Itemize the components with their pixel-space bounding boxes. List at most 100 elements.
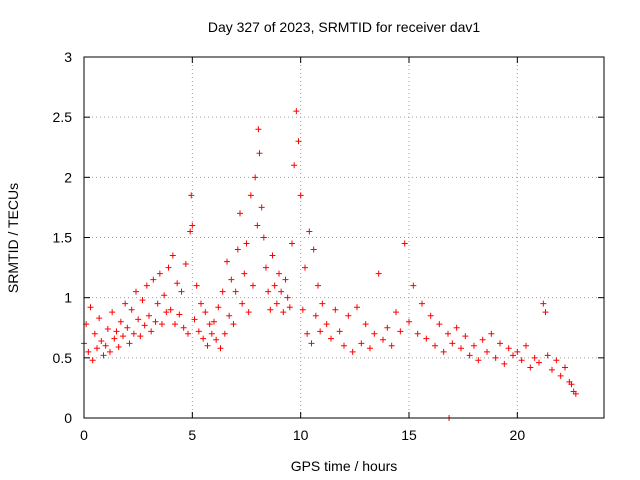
data-point (315, 282, 321, 289)
data-point (260, 234, 267, 241)
data-point (252, 174, 259, 181)
data-point (484, 348, 490, 355)
data-point (276, 270, 282, 277)
data-point (255, 126, 262, 133)
data-point (319, 300, 326, 307)
data-point (471, 342, 477, 349)
data-point (189, 222, 196, 229)
data-point (161, 292, 168, 299)
data-point (310, 246, 317, 253)
data-point (188, 192, 195, 199)
data-point (256, 150, 263, 157)
data-point (278, 288, 285, 295)
data-point (291, 162, 298, 169)
data-point (104, 325, 111, 332)
data-point (479, 336, 486, 343)
data-point (213, 336, 220, 343)
data-point (113, 328, 120, 335)
data-point (102, 342, 109, 349)
data-point (427, 312, 434, 319)
data-point (241, 270, 248, 277)
data-point (193, 282, 200, 289)
data-point (488, 330, 495, 337)
x-tick-label: 5 (188, 427, 196, 443)
data-point (384, 324, 391, 331)
y-tick-label: 0.5 (53, 350, 73, 366)
data-point (414, 330, 421, 337)
data-point (239, 300, 246, 307)
data-point (217, 345, 224, 352)
data-point (135, 316, 142, 323)
data-point (128, 306, 135, 313)
data-point (380, 336, 386, 343)
data-point (224, 258, 230, 265)
data-point (109, 309, 116, 316)
data-point (208, 330, 215, 337)
data-point (89, 357, 96, 364)
data-point (393, 309, 399, 316)
data-point (130, 330, 137, 337)
grid-lines (84, 57, 604, 418)
data-point (143, 282, 150, 289)
data-point (449, 340, 456, 347)
data-point (501, 360, 508, 367)
y-tick-label: 1.5 (53, 230, 73, 246)
data-point (111, 335, 118, 342)
data-point (345, 312, 352, 319)
data-point (206, 321, 213, 328)
data-point (458, 345, 464, 352)
data-point (505, 345, 512, 352)
data-point (299, 306, 306, 313)
tick-marks (83, 56, 604, 419)
data-point (286, 304, 293, 311)
data-point (154, 300, 161, 307)
data-point (226, 312, 233, 319)
data-point (169, 252, 176, 259)
data-point (317, 328, 324, 335)
data-point (211, 318, 217, 325)
data-point (263, 264, 269, 271)
data-point (187, 228, 194, 235)
data-point (150, 276, 157, 283)
data-point (98, 337, 105, 344)
data-point (120, 333, 126, 340)
data-point (267, 306, 274, 313)
data-point (243, 240, 250, 247)
data-point (250, 282, 256, 289)
data-point (401, 240, 408, 247)
data-point (133, 288, 139, 295)
data-point (312, 312, 319, 319)
y-tick-label: 2 (64, 169, 72, 185)
data-point (219, 288, 226, 295)
data-point (115, 344, 122, 351)
data-point (349, 348, 356, 355)
data-point (91, 330, 98, 337)
data-point (544, 352, 551, 359)
data-point (254, 222, 261, 229)
data-point (308, 340, 315, 347)
data-point (247, 192, 254, 199)
data-point (304, 330, 311, 337)
data-point (419, 300, 425, 307)
data-point (180, 324, 187, 331)
y-tick-label: 2.5 (53, 109, 73, 125)
y-tick-labels: 0 0.5 1 1.5 2 2.5 3 (53, 49, 73, 426)
data-point (445, 330, 451, 337)
data-point (156, 270, 163, 277)
data-point (237, 210, 243, 217)
data-point (523, 342, 529, 349)
data-point (96, 315, 103, 322)
data-point (258, 204, 265, 211)
data-point (280, 309, 287, 316)
x-tick-labels: 0 5 10 15 20 (80, 427, 525, 443)
data-point (514, 348, 521, 355)
data-point (174, 280, 181, 287)
data-point (85, 348, 92, 355)
data-point (234, 246, 241, 253)
data-point (126, 340, 133, 347)
data-point (549, 366, 555, 373)
data-point (293, 108, 300, 115)
data-point (295, 138, 302, 145)
data-point (100, 352, 107, 359)
